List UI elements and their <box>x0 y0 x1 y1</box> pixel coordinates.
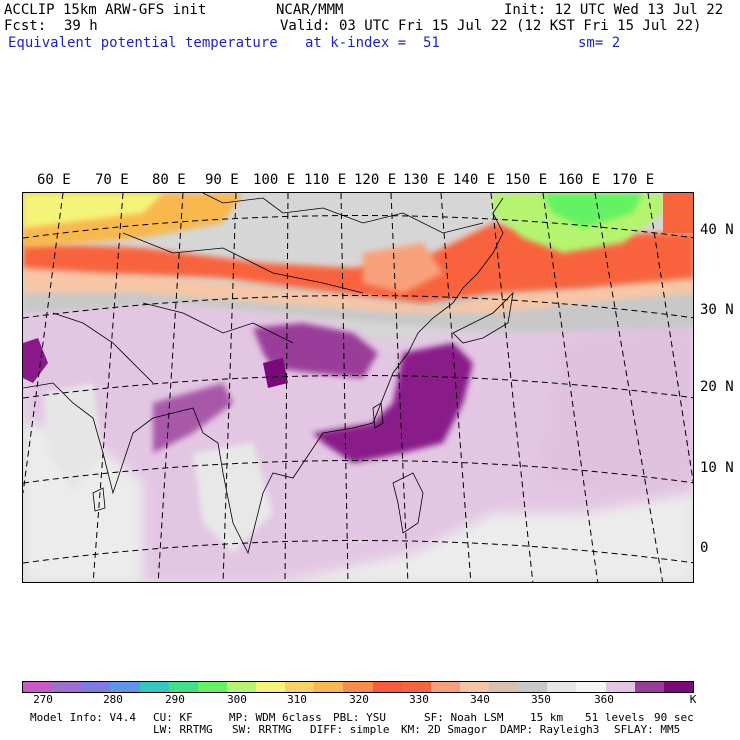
colorbar-tick-label: 330 <box>409 693 429 706</box>
field-name: Equivalent potential temperature <box>8 35 278 51</box>
colorbar-tick-label: 290 <box>165 693 185 706</box>
colorbar-swatch <box>401 682 431 692</box>
colorbar-tick-label: 350 <box>531 693 551 706</box>
lon-label: 160 E <box>558 172 601 188</box>
smoothing-label: sm= 2 <box>578 35 621 51</box>
model-title: ACCLIP 15km ARW-GFS init <box>4 2 207 18</box>
forecast-label: Fcst: <box>4 18 47 34</box>
colorbar-swatch <box>226 682 256 692</box>
colorbar-swatch <box>139 682 169 692</box>
footer-model-info: Model Info: V4.4 <box>30 711 136 724</box>
colorbar-swatch <box>343 682 373 692</box>
colorbar-swatch <box>81 682 111 692</box>
colorbar-swatch <box>52 682 82 692</box>
colorbar-swatch <box>197 682 227 692</box>
lat-label: 20 N <box>700 379 734 395</box>
colorbar-swatch <box>168 682 198 692</box>
footer-sflay: SFLAY: MM5 <box>614 723 681 736</box>
lon-label: 80 E <box>152 172 186 188</box>
colorbar-swatch <box>518 682 548 692</box>
colorbar-tick-label: 310 <box>287 693 307 706</box>
lon-label: 120 E <box>354 172 397 188</box>
map-field <box>23 193 693 582</box>
colorbar-tick-label: 280 <box>103 693 123 706</box>
colorbar-tick-label: 340 <box>470 693 490 706</box>
colorbar-swatch <box>547 682 577 692</box>
colorbar-tick-label: 320 <box>349 693 369 706</box>
lon-label: 90 E <box>205 172 239 188</box>
colorbar-swatch <box>23 682 53 692</box>
footer-mp: MP: WDM 6class <box>229 711 322 724</box>
colorbar-tick-label: 360 <box>594 693 614 706</box>
lon-label: 140 E <box>453 172 496 188</box>
lon-label: 70 E <box>95 172 129 188</box>
colorbar-swatch <box>605 682 635 692</box>
footer-sw: SW: RRTMG <box>232 723 292 736</box>
init-time: Init: 12 UTC Wed 13 Jul 22 <box>504 2 724 18</box>
level-label: at k-index = 51 <box>305 35 440 51</box>
lon-label: 170 E <box>612 172 655 188</box>
colorbar-swatch <box>285 682 315 692</box>
colorbar-swatch <box>489 682 519 692</box>
footer-timestep: 90 sec <box>654 711 694 724</box>
organization-label: NCAR/MMM <box>276 2 344 18</box>
colorbar-swatch <box>372 682 402 692</box>
lon-label: 110 E <box>304 172 347 188</box>
lat-label: 40 N <box>700 222 734 238</box>
colorbar-swatch <box>663 682 693 692</box>
lat-label: 10 N <box>700 460 734 476</box>
colorbar-swatch <box>576 682 606 692</box>
colorbar-tick-label: 300 <box>227 693 247 706</box>
valid-time: Valid: 03 UTC Fri 15 Jul 22 (12 KST Fri … <box>280 18 702 34</box>
lon-label: 150 E <box>505 172 548 188</box>
footer-lw: LW: RRTMG <box>153 723 213 736</box>
lat-label: 0 <box>700 540 709 556</box>
footer-sf: SF: Noah LSM <box>424 711 504 724</box>
footer-resolution: 15 km <box>530 711 564 724</box>
footer-diff: DIFF: simple <box>310 723 390 736</box>
lat-label: 30 N <box>700 302 734 318</box>
lon-label: 60 E <box>37 172 71 188</box>
footer-pbl: PBL: YSU <box>333 711 386 724</box>
footer-cu: CU: KF <box>153 711 193 724</box>
footer-levels: 51 levels <box>585 711 645 724</box>
colorbar-tick-label: 270 <box>33 693 53 706</box>
forecast-hour: 39 h <box>64 18 98 34</box>
colorbar-swatch <box>256 682 286 692</box>
colorbar-swatch <box>110 682 140 692</box>
colorbar-swatch <box>459 682 489 692</box>
lon-label: 130 E <box>403 172 446 188</box>
footer-damp: DAMP: Rayleigh3 <box>500 723 600 736</box>
lon-label: 100 E <box>253 172 296 188</box>
colorbar-swatch <box>634 682 664 692</box>
colorbar-swatch <box>314 682 344 692</box>
colorbar <box>22 681 694 693</box>
footer-km: KM: 2D Smagor <box>401 723 488 736</box>
map-panel <box>22 192 694 583</box>
colorbar-unit: K <box>689 693 697 706</box>
colorbar-swatch <box>430 682 460 692</box>
